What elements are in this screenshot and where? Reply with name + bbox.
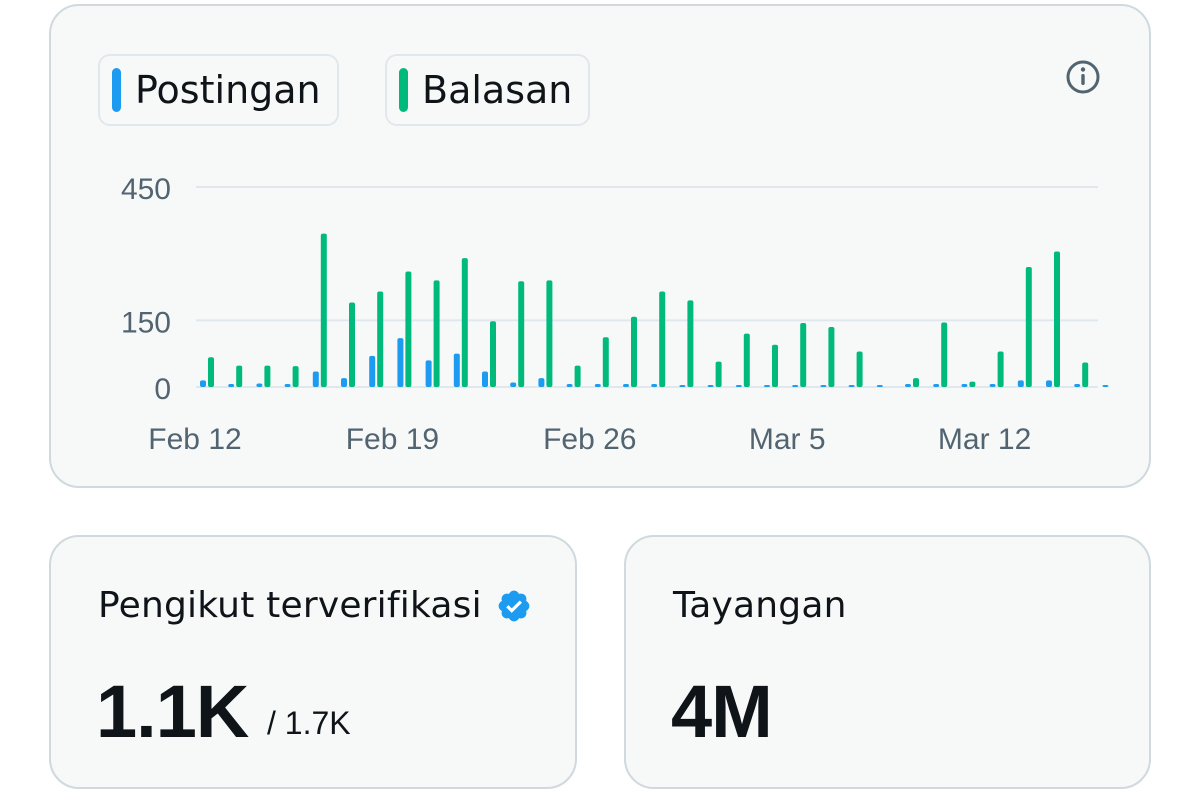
bar-postingan — [341, 378, 347, 387]
bar-balasan — [1054, 251, 1060, 387]
bar-postingan — [256, 383, 263, 387]
views-card[interactable]: Tayangan 4M — [624, 535, 1151, 789]
bar-balasan — [687, 300, 694, 387]
chart-area: 450 150 0 Feb 12 Feb 19 Feb 26 Mar 5 Mar 12 — [121, 173, 1109, 456]
bar-balasan — [743, 333, 750, 387]
verified-followers-label: Pengikut terverifikasi — [98, 585, 482, 626]
bar-balasan — [772, 344, 778, 387]
bar-balasan — [828, 327, 835, 387]
bar-postingan — [933, 384, 940, 387]
y-tick-label: 150 — [121, 306, 171, 339]
bar-balasan — [490, 321, 496, 387]
bar-balasan — [997, 351, 1004, 387]
bar-postingan — [820, 385, 827, 387]
x-tick-label: Mar 12 — [938, 423, 1031, 456]
bar-balasan — [602, 337, 609, 387]
bar-balasan — [800, 323, 807, 387]
bar-balasan — [405, 271, 412, 387]
bar-postingan — [735, 385, 742, 387]
bar-postingan — [510, 382, 517, 387]
bar-postingan — [482, 371, 488, 387]
bar-postingan — [1074, 384, 1081, 387]
x-tick-label: Feb 12 — [148, 423, 241, 456]
bar-balasan — [1082, 362, 1089, 387]
bar-balasan — [264, 365, 271, 387]
verified-followers-label-row: Pengikut terverifikasi — [98, 585, 532, 626]
bar-balasan — [574, 365, 581, 387]
bar-balasan — [433, 280, 440, 387]
legend-replies-toggle[interactable]: Balasan — [385, 54, 591, 126]
bar-balasan — [461, 258, 468, 387]
bar-balasan — [631, 316, 637, 387]
bar-balasan — [913, 378, 919, 387]
bar-postingan — [989, 384, 996, 387]
bar-balasan — [292, 366, 299, 387]
y-tick-label: 450 — [121, 173, 171, 206]
legend-posts-label: Postingan — [135, 68, 321, 112]
views-value: 4M — [671, 670, 773, 753]
bar-postingan — [764, 385, 770, 387]
bar-postingan — [566, 384, 573, 387]
bar-postingan — [1046, 380, 1052, 387]
bar-postingan — [228, 384, 235, 387]
bar-postingan — [425, 360, 432, 387]
bar-postingan — [848, 385, 855, 387]
replies-swatch — [399, 68, 408, 112]
bar-postingan — [594, 384, 601, 387]
verified-followers-total: / 1.7K — [267, 705, 351, 741]
bar-postingan — [792, 385, 799, 387]
legend-posts-toggle[interactable]: Postingan — [98, 54, 339, 126]
bar-postingan — [1102, 385, 1109, 387]
bar-postingan — [397, 338, 404, 387]
legend-replies-label: Balasan — [422, 68, 573, 112]
verified-badge-icon — [498, 590, 530, 621]
bar-balasan — [349, 302, 355, 387]
bar-balasan — [941, 322, 948, 387]
bar-postingan — [284, 384, 291, 387]
bar-balasan — [377, 291, 384, 387]
bar-postingan — [876, 385, 883, 387]
bar-postingan — [538, 378, 545, 387]
bar-postingan — [707, 385, 714, 387]
info-icon[interactable] — [1065, 59, 1101, 95]
x-tick-label: Mar 5 — [749, 423, 826, 456]
bar-balasan — [320, 233, 327, 387]
bar-postingan — [679, 385, 686, 387]
bar-balasan — [969, 381, 976, 387]
bar-postingan — [651, 384, 658, 387]
bar-balasan — [208, 357, 214, 387]
posts-swatch — [112, 68, 121, 112]
bar-balasan — [715, 361, 722, 387]
bar-balasan — [659, 291, 666, 387]
bar-postingan — [369, 355, 376, 387]
chart-card: Postingan Balasan 450 150 0 Feb 12 Feb 19 Feb… — [49, 4, 1151, 488]
bar-postingan — [453, 353, 460, 387]
x-tick-label: Feb 26 — [543, 423, 636, 456]
verified-followers-value: 1.1K — [96, 670, 249, 753]
y-tick-label: 0 — [154, 373, 171, 406]
bar-postingan — [623, 384, 629, 387]
bar-postingan — [312, 371, 319, 387]
bar-balasan — [1025, 267, 1032, 387]
bar-balasan — [856, 351, 863, 387]
bar-postingan — [961, 384, 968, 387]
bar-balasan — [236, 365, 243, 387]
bar-balasan — [518, 281, 525, 387]
bar-postingan — [200, 380, 206, 387]
verified-followers-card[interactable]: Pengikut terverifikasi 1.1K / 1.7K — [49, 535, 577, 789]
bar-balasan — [546, 280, 553, 387]
bar-postingan — [905, 384, 911, 387]
bar-postingan — [1017, 380, 1024, 387]
views-label: Tayangan — [673, 585, 847, 626]
x-tick-label: Feb 19 — [346, 423, 439, 456]
